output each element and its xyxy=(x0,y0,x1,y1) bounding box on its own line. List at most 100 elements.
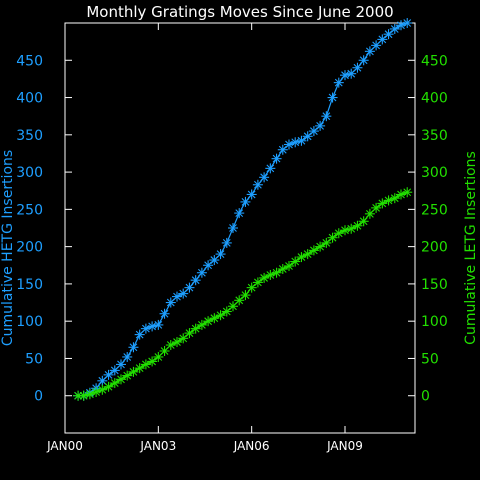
data-point-hetg xyxy=(315,120,326,131)
data-point-hetg xyxy=(296,135,307,146)
data-point-letg xyxy=(134,363,145,374)
data-point-letg xyxy=(128,366,139,377)
right-y-tick-label: 150 xyxy=(421,277,448,293)
right-y-tick-label: 400 xyxy=(421,91,448,107)
right-y-tick-label: 300 xyxy=(421,165,448,181)
right-y-tick-label: 450 xyxy=(421,53,448,69)
data-point-hetg xyxy=(271,153,282,164)
left-y-axis-label: Cumulative HETG Insertions xyxy=(0,150,16,346)
data-point-hetg xyxy=(147,321,158,332)
data-point-hetg xyxy=(209,255,220,266)
data-point-letg xyxy=(389,193,400,204)
data-point-letg xyxy=(352,220,363,231)
data-point-hetg xyxy=(103,369,114,380)
data-point-hetg xyxy=(109,365,120,376)
data-point-hetg xyxy=(371,40,382,51)
right-y-tick-label: 50 xyxy=(421,351,439,367)
data-point-letg xyxy=(196,319,207,330)
left-y-tick-label: 350 xyxy=(16,128,43,144)
data-point-hetg xyxy=(203,260,214,271)
left-y-tick-label: 250 xyxy=(16,202,43,218)
data-point-hetg xyxy=(277,144,288,155)
data-point-letg xyxy=(234,295,245,306)
data-point-hetg xyxy=(352,62,363,73)
data-point-letg xyxy=(377,198,388,209)
left-y-tick-label: 300 xyxy=(16,165,43,181)
data-point-letg xyxy=(215,310,226,321)
right-y-tick-label: 100 xyxy=(421,314,448,330)
data-point-letg xyxy=(246,282,257,293)
data-point-letg xyxy=(290,256,301,267)
x-tick-label: JAN09 xyxy=(326,439,363,453)
data-point-hetg xyxy=(383,29,394,40)
data-point-hetg xyxy=(116,359,126,370)
data-point-hetg xyxy=(153,319,164,330)
left-y-tick-label: 150 xyxy=(16,277,43,293)
series-letg xyxy=(73,187,413,401)
data-point-hetg xyxy=(178,288,189,299)
data-point-letg xyxy=(147,356,158,367)
x-axis: JAN00 JAN03 JAN06 JAN09 xyxy=(46,23,363,453)
data-point-letg xyxy=(321,237,332,248)
data-point-letg xyxy=(103,381,114,392)
data-point-hetg xyxy=(340,70,350,81)
data-point-hetg xyxy=(333,77,344,88)
data-point-hetg xyxy=(165,297,176,308)
left-y-tick-label: 200 xyxy=(16,240,43,256)
data-point-letg xyxy=(190,323,201,334)
right-y-tick-label: 200 xyxy=(421,240,448,256)
data-point-hetg xyxy=(358,55,369,66)
data-point-letg xyxy=(159,346,170,356)
data-point-letg xyxy=(78,390,89,401)
data-point-hetg xyxy=(346,68,357,79)
left-y-tick-label: 0 xyxy=(34,389,43,405)
data-point-hetg xyxy=(97,375,108,386)
data-point-hetg xyxy=(265,163,276,174)
data-point-hetg xyxy=(196,267,207,278)
data-point-letg xyxy=(402,187,413,198)
data-point-hetg xyxy=(402,18,413,28)
left-y-tick-label: 100 xyxy=(16,314,43,330)
data-point-letg xyxy=(165,340,176,351)
data-point-hetg xyxy=(234,208,245,219)
left-y-tick-label: 450 xyxy=(16,53,43,69)
right-y-tick-label: 0 xyxy=(421,389,430,405)
data-point-hetg xyxy=(134,329,145,340)
data-point-letg xyxy=(122,370,133,381)
data-point-letg xyxy=(308,245,319,256)
data-point-hetg xyxy=(321,111,332,122)
data-point-letg xyxy=(184,328,195,339)
data-point-hetg xyxy=(259,172,270,183)
data-point-letg xyxy=(73,390,84,401)
data-point-hetg xyxy=(396,20,406,31)
data-point-hetg xyxy=(240,196,251,207)
data-point-letg xyxy=(327,232,338,243)
data-point-letg xyxy=(221,306,232,317)
data-point-letg xyxy=(116,374,126,385)
plot-frame xyxy=(64,22,416,434)
data-point-hetg xyxy=(389,23,400,34)
data-point-letg xyxy=(271,267,282,278)
data-point-hetg xyxy=(290,137,301,148)
data-point-hetg xyxy=(221,237,232,248)
data-point-letg xyxy=(364,208,375,219)
left-y-tick-label: 400 xyxy=(16,91,43,107)
right-y-tick-label: 350 xyxy=(421,128,448,144)
data-point-letg xyxy=(172,337,182,348)
left-y-tick-label: 50 xyxy=(25,351,43,367)
data-point-letg xyxy=(228,301,238,312)
data-point-hetg xyxy=(159,308,170,319)
left-y-axis: 0 50 100 150 200 250 300 350 400 450 xyxy=(16,53,72,405)
data-point-letg xyxy=(358,216,369,227)
data-point-letg xyxy=(302,249,313,260)
data-point-letg xyxy=(153,351,164,362)
data-point-hetg xyxy=(228,223,238,233)
data-point-letg xyxy=(178,333,189,344)
chart-title: Monthly Gratings Moves Since June 2000 xyxy=(86,3,393,21)
data-point-hetg xyxy=(184,282,195,293)
data-point-hetg xyxy=(364,46,375,57)
right-y-axis: 0 50 100 150 200 250 300 350 400 450 xyxy=(408,53,448,405)
data-point-hetg xyxy=(128,342,139,353)
